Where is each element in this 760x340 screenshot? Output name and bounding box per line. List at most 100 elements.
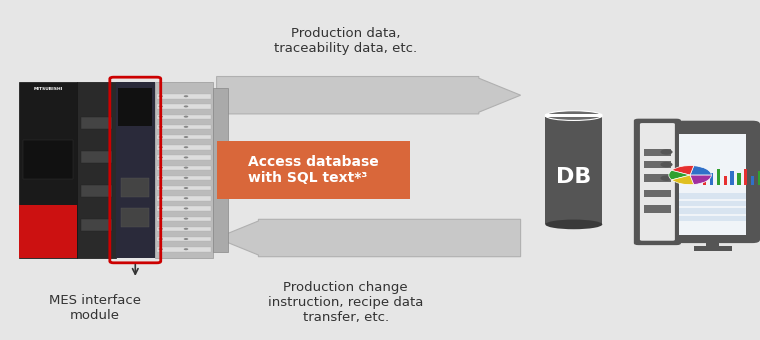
Circle shape <box>159 136 163 138</box>
Polygon shape <box>217 76 521 114</box>
Bar <box>157 237 211 241</box>
Bar <box>157 145 211 150</box>
Bar <box>157 176 211 180</box>
FancyBboxPatch shape <box>217 141 410 199</box>
Circle shape <box>184 197 188 199</box>
Text: MITSUBISHI: MITSUBISHI <box>33 87 62 91</box>
Circle shape <box>184 248 188 250</box>
Bar <box>157 206 211 211</box>
Bar <box>122 178 150 197</box>
Bar <box>157 196 211 201</box>
Circle shape <box>159 126 163 128</box>
FancyBboxPatch shape <box>19 82 78 258</box>
Bar <box>679 216 746 221</box>
Circle shape <box>184 228 188 230</box>
Circle shape <box>184 167 188 169</box>
Bar <box>157 227 211 231</box>
Circle shape <box>184 238 188 240</box>
Polygon shape <box>217 219 521 257</box>
Bar <box>157 166 211 170</box>
Bar <box>19 205 78 258</box>
Ellipse shape <box>545 111 602 120</box>
Bar <box>23 140 73 179</box>
Circle shape <box>184 116 188 118</box>
FancyBboxPatch shape <box>640 123 675 241</box>
Circle shape <box>159 187 163 189</box>
Text: MES interface
module: MES interface module <box>49 294 141 322</box>
Bar <box>730 171 734 185</box>
Wedge shape <box>669 170 690 180</box>
FancyBboxPatch shape <box>155 82 213 258</box>
Bar <box>744 169 748 185</box>
FancyBboxPatch shape <box>78 82 116 258</box>
Circle shape <box>159 156 163 158</box>
Circle shape <box>184 95 188 97</box>
Circle shape <box>159 248 163 250</box>
Wedge shape <box>690 166 711 175</box>
Circle shape <box>660 162 673 167</box>
Bar <box>81 185 112 197</box>
Bar <box>644 149 671 156</box>
Circle shape <box>660 149 673 155</box>
FancyBboxPatch shape <box>634 119 681 245</box>
Circle shape <box>159 207 163 209</box>
Bar <box>157 135 211 139</box>
Circle shape <box>159 116 163 118</box>
Bar <box>546 116 603 224</box>
Circle shape <box>159 105 163 107</box>
Wedge shape <box>672 175 694 185</box>
Bar <box>157 94 211 99</box>
Bar <box>644 174 671 182</box>
Circle shape <box>184 187 188 189</box>
Circle shape <box>660 175 673 181</box>
Bar <box>724 176 727 185</box>
Bar <box>706 238 718 247</box>
Circle shape <box>159 177 163 179</box>
Bar <box>679 193 746 199</box>
Bar <box>644 161 671 168</box>
Circle shape <box>159 238 163 240</box>
Bar <box>21 85 74 94</box>
Text: Production change
instruction, recipe data
transfer, etc.: Production change instruction, recipe da… <box>268 281 423 324</box>
Bar <box>693 246 731 251</box>
Bar <box>751 176 755 185</box>
Wedge shape <box>690 175 711 185</box>
Wedge shape <box>672 166 694 175</box>
Bar <box>644 205 671 212</box>
Circle shape <box>159 218 163 220</box>
Circle shape <box>184 136 188 138</box>
FancyBboxPatch shape <box>116 82 155 258</box>
Text: Access database
with SQL text*³: Access database with SQL text*³ <box>248 155 379 185</box>
Circle shape <box>184 177 188 179</box>
Bar <box>157 155 211 160</box>
Circle shape <box>159 95 163 97</box>
Circle shape <box>159 228 163 230</box>
Bar <box>157 186 211 190</box>
Circle shape <box>184 156 188 158</box>
Bar <box>81 151 112 163</box>
Bar <box>81 117 112 129</box>
Circle shape <box>159 197 163 199</box>
Ellipse shape <box>545 220 602 229</box>
Bar <box>157 125 211 129</box>
Bar <box>703 171 707 185</box>
Circle shape <box>184 105 188 107</box>
Circle shape <box>159 167 163 169</box>
Bar <box>679 201 746 206</box>
Bar <box>717 169 720 185</box>
Bar <box>81 219 112 231</box>
Text: DB: DB <box>556 167 591 187</box>
Bar <box>157 104 211 109</box>
Circle shape <box>159 146 163 148</box>
Bar <box>157 217 211 221</box>
Bar <box>710 173 714 185</box>
Text: Production data,
traceability data, etc.: Production data, traceability data, etc. <box>274 27 417 55</box>
Circle shape <box>184 218 188 220</box>
Bar <box>157 115 211 119</box>
Bar <box>644 190 671 197</box>
Bar <box>679 208 746 214</box>
Bar <box>157 247 211 252</box>
Bar <box>546 114 603 117</box>
Circle shape <box>184 207 188 209</box>
Bar <box>679 134 746 235</box>
